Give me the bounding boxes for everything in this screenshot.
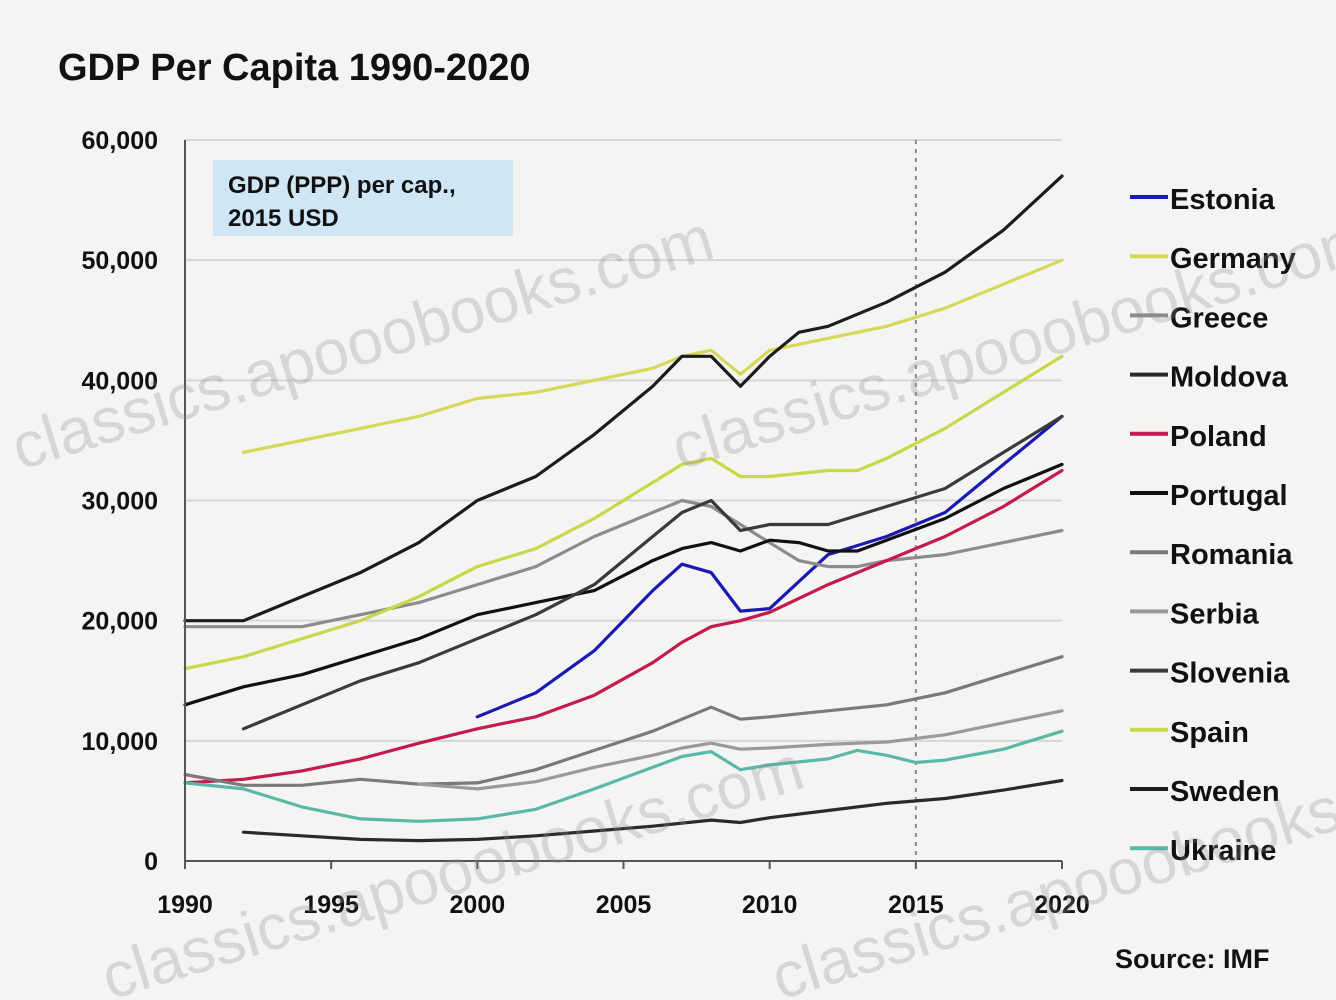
- x-tick-label-2005: 2005: [596, 891, 652, 919]
- watermark-text-3: classics.apooobooks.com: [93, 731, 811, 1000]
- watermark-text-1: classics.apooobooks.com: [3, 201, 721, 483]
- source-label: Source: IMF: [1115, 944, 1270, 974]
- unit-note: GDP (PPP) per cap., 2015 USD: [213, 160, 513, 236]
- y-tick-label-10000: 10,000: [82, 728, 158, 756]
- legend-label-estonia: Estonia: [1170, 184, 1276, 216]
- series-line-spain: [183, 354, 1064, 671]
- y-tick-label-0: 0: [144, 848, 158, 876]
- legend-label-greece: Greece: [1170, 302, 1268, 334]
- series-line-estonia: [475, 414, 1064, 719]
- legend-label-ukraine: Ukraine: [1170, 835, 1276, 867]
- series-line-poland: [183, 468, 1064, 785]
- y-tick-label-60000: 60,000: [82, 127, 158, 155]
- legend-label-romania: Romania: [1170, 539, 1293, 571]
- y-tick-label-50000: 50,000: [82, 247, 158, 275]
- y-tick-label-30000: 30,000: [82, 488, 158, 516]
- legend-label-sweden: Sweden: [1170, 776, 1280, 808]
- axes: 0 10,000 20,000 30,000 40,000 50,000 60,000 199…: [82, 127, 1090, 919]
- series-line-slovenia: [241, 414, 1064, 731]
- legend-label-poland: Poland: [1170, 421, 1267, 453]
- x-tick-label-1990: 1990: [157, 891, 213, 919]
- legend-label-spain: Spain: [1170, 717, 1249, 749]
- x-tick-label-1995: 1995: [303, 891, 359, 919]
- series-line-portugal: [183, 462, 1064, 707]
- y-tick-label-40000: 40,000: [82, 367, 158, 395]
- legend: Estonia Germany Greece Moldova Poland Portuga…: [1130, 184, 1296, 867]
- y-tick-label-20000: 20,000: [82, 608, 158, 636]
- legend-label-serbia: Serbia: [1170, 598, 1260, 630]
- series-line-sweden: [183, 174, 1064, 623]
- legend-label-moldova: Moldova: [1170, 362, 1288, 394]
- series-line-serbia: [417, 709, 1064, 791]
- x-tick-label-2010: 2010: [742, 891, 798, 919]
- chart-title: GDP Per Capita 1990-2020: [58, 47, 530, 89]
- watermark: classics.apooobooks.com classics.apooobo…: [3, 201, 1336, 1000]
- legend-label-slovenia: Slovenia: [1170, 658, 1290, 690]
- x-tick-label-2000: 2000: [450, 891, 506, 919]
- series-line-moldova: [241, 778, 1064, 843]
- unit-note-line-1: GDP (PPP) per cap.,: [228, 172, 456, 199]
- legend-label-germany: Germany: [1170, 243, 1296, 275]
- unit-note-box: [213, 160, 513, 236]
- unit-note-line-2: 2015 USD: [228, 205, 339, 232]
- series-line-romania: [183, 655, 1064, 787]
- x-tick-label-2015: 2015: [888, 891, 944, 919]
- series-lines: [183, 174, 1064, 843]
- legend-label-portugal: Portugal: [1170, 480, 1288, 512]
- x-tick-label-2020: 2020: [1034, 891, 1090, 919]
- series-line-ukraine: [183, 729, 1064, 823]
